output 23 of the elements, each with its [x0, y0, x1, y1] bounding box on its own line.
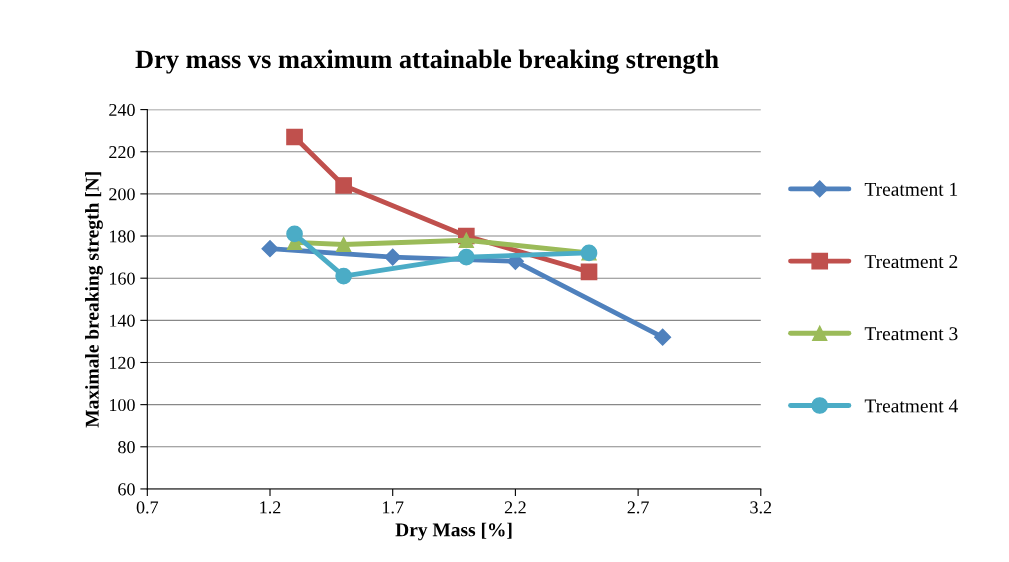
x-axis-title: Dry Mass [%]: [395, 522, 512, 541]
y-tick-label: 240: [109, 103, 135, 117]
y-tick-label: 140: [110, 314, 135, 327]
x-tick-label: 0.7: [136, 501, 159, 514]
legend-label: Treatment 2: [864, 255, 958, 269]
x-tick-label: 2.7: [627, 501, 649, 514]
legend-label: Treatment 4: [864, 399, 958, 413]
y-tick-label: 180: [110, 230, 135, 243]
x-tick-label: 1.7: [383, 501, 404, 514]
x-tick-label: 3.2: [750, 501, 772, 514]
y-axis-title: Maximale breaking stregth [N]: [85, 172, 103, 428]
y-tick-label: 220: [109, 146, 135, 159]
y-tick-label: 60: [118, 483, 135, 496]
legend-label: Treatment 3: [864, 327, 958, 341]
chart-title: Dry mass vs maximum attainable breaking strength: [135, 49, 719, 74]
legend-label: Treatment 1: [864, 182, 958, 196]
y-tick-label: 160: [110, 272, 135, 285]
y-tick-label: 80: [118, 441, 135, 454]
y-tick-label: 120: [110, 356, 135, 369]
x-tick-label: 1.2: [260, 501, 281, 514]
y-tick-label: 200: [109, 188, 135, 201]
y-tick-label: 100: [110, 398, 135, 412]
x-tick-label: 2.2: [504, 501, 526, 514]
